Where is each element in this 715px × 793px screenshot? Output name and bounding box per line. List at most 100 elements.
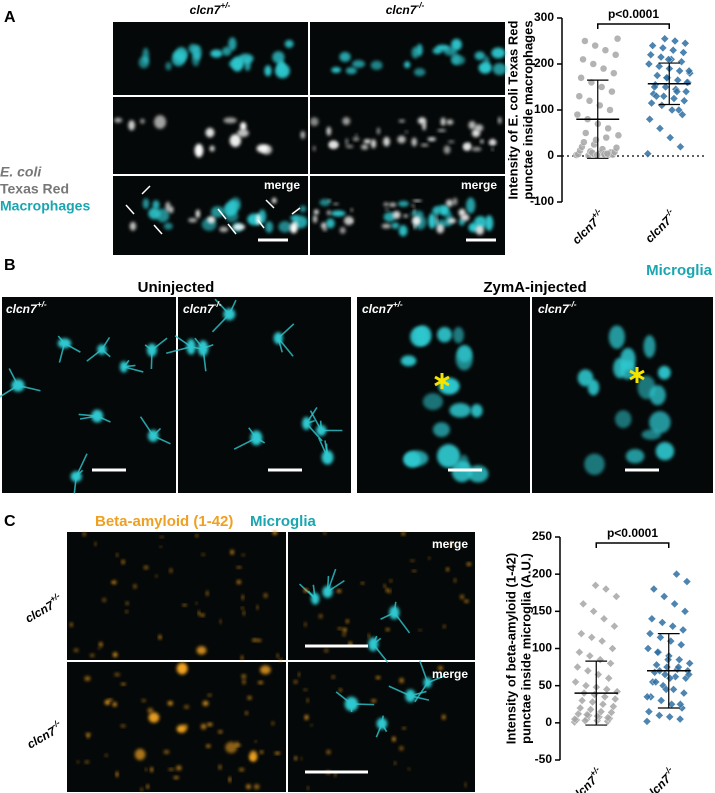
cell — [163, 222, 173, 230]
cell — [250, 430, 263, 446]
y-tick-label: 200 — [532, 566, 552, 580]
cell — [641, 429, 662, 440]
cell — [383, 584, 386, 588]
data-point — [595, 655, 605, 665]
data-point — [608, 702, 618, 711]
cell — [432, 206, 441, 216]
cell — [300, 757, 303, 760]
cell — [138, 56, 150, 69]
cell — [207, 693, 212, 697]
cell — [411, 46, 420, 59]
cell — [331, 675, 335, 679]
data-point — [580, 138, 588, 146]
cell — [259, 665, 271, 675]
cell — [414, 325, 432, 346]
cell — [427, 137, 436, 142]
cell — [133, 584, 137, 589]
cell — [412, 570, 417, 572]
cell — [475, 225, 485, 236]
cell — [460, 213, 470, 222]
cell — [298, 672, 300, 677]
data-point — [608, 87, 616, 96]
cell — [368, 637, 379, 652]
data-point — [575, 647, 584, 657]
cell — [254, 740, 257, 743]
data-point — [583, 666, 593, 676]
cell — [99, 642, 103, 647]
data-point — [575, 703, 585, 713]
merge-label: merge — [432, 667, 468, 681]
data-point — [604, 124, 612, 133]
cell — [455, 346, 473, 371]
cell — [169, 568, 173, 573]
data-point — [610, 694, 620, 704]
micrograph — [2, 297, 176, 493]
cell — [143, 565, 149, 570]
data-point — [668, 621, 678, 631]
cell — [383, 136, 391, 147]
cell — [238, 767, 245, 772]
data-point — [648, 41, 658, 50]
cell — [312, 214, 318, 224]
data-point — [653, 647, 663, 657]
y-tick-label: 0 — [545, 715, 552, 729]
data-point — [643, 644, 653, 653]
cell — [125, 610, 128, 613]
cell — [210, 206, 225, 218]
data-point — [684, 670, 694, 679]
data-point — [601, 46, 610, 54]
cell — [447, 140, 455, 144]
data-point — [679, 96, 689, 106]
data-point — [676, 142, 685, 152]
cell — [343, 216, 354, 226]
image-label: clcn7-/- — [183, 299, 222, 316]
cell — [381, 223, 391, 229]
arrow — [265, 199, 275, 209]
cell — [176, 724, 187, 733]
cell — [413, 224, 416, 230]
cell — [326, 749, 331, 755]
cell — [294, 756, 298, 761]
cell — [323, 531, 327, 535]
cell — [418, 629, 422, 632]
merge-label: merge — [264, 178, 300, 192]
cell — [466, 197, 476, 214]
data-point — [670, 599, 679, 609]
data-point — [644, 707, 654, 717]
data-point — [608, 644, 617, 653]
cell — [316, 424, 327, 437]
cell — [148, 712, 160, 723]
cell — [150, 767, 153, 772]
cell — [121, 682, 126, 686]
cell — [463, 142, 472, 151]
cell — [438, 666, 443, 670]
cell — [85, 732, 91, 736]
cell — [188, 43, 198, 54]
cell — [140, 787, 143, 792]
cell — [383, 202, 389, 207]
cell — [436, 223, 445, 234]
cell — [69, 622, 73, 627]
group-label: ZymA-injected — [483, 279, 586, 296]
data-point — [654, 61, 664, 71]
cell — [242, 678, 246, 685]
cell — [86, 734, 90, 739]
cell — [411, 137, 417, 147]
cell — [351, 60, 366, 68]
cell — [370, 139, 377, 149]
cell — [321, 222, 327, 229]
data-point — [681, 87, 691, 96]
cell — [432, 47, 443, 55]
data-point — [570, 714, 580, 724]
data-point — [602, 685, 612, 694]
cell — [402, 727, 406, 730]
cell — [474, 124, 484, 132]
cell — [389, 605, 400, 620]
cell — [376, 127, 381, 135]
y-tick-label: 250 — [532, 529, 552, 543]
cell — [322, 585, 333, 598]
cell — [468, 120, 476, 130]
cell — [625, 448, 645, 464]
cell — [165, 201, 171, 212]
data-point — [579, 55, 587, 64]
